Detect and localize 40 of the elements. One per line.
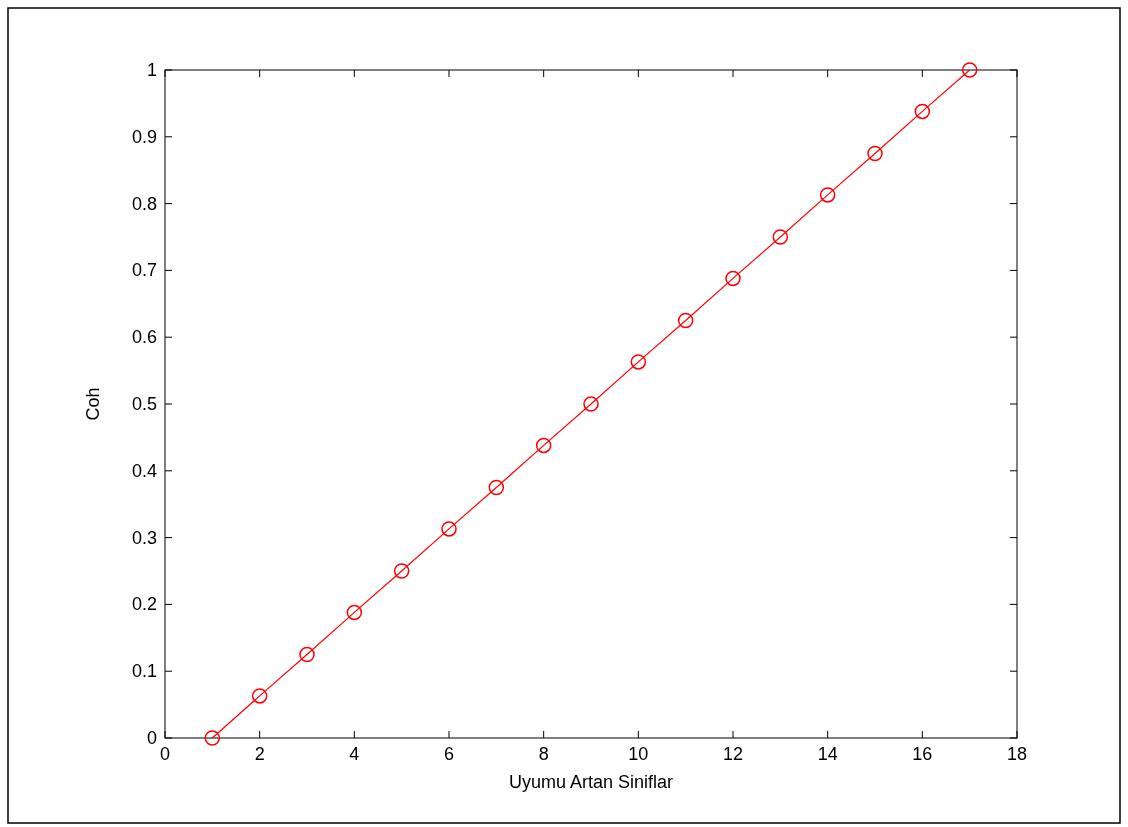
- point: [819, 187, 836, 203]
- y-tick-label: 0.8: [131, 193, 157, 214]
- y-tick-label: 0.1: [131, 661, 157, 682]
- point: [441, 521, 457, 537]
- y-tick-label: 0.9: [131, 126, 157, 147]
- point: [583, 396, 599, 412]
- x-tick-label: 2: [254, 744, 265, 764]
- x-tick-label: 16: [912, 744, 933, 764]
- point: [677, 312, 694, 329]
- point: [488, 479, 505, 496]
- point: [725, 270, 741, 287]
- point: [914, 103, 931, 120]
- point: [251, 688, 268, 704]
- point: [204, 730, 221, 746]
- x-tick-label: 8: [538, 744, 549, 764]
- y-tick-label: 0.4: [131, 460, 157, 481]
- point: [346, 604, 363, 621]
- y-tick-label: 0.5: [131, 394, 157, 414]
- x-axis-title: Uyumu Artan Siniflar: [508, 772, 674, 792]
- x-tick-label: 14: [817, 744, 838, 764]
- point: [630, 354, 647, 370]
- y-tick-label: 1: [146, 60, 157, 80]
- x-tick-label: 18: [1006, 744, 1028, 764]
- x-tick-label: 10: [628, 744, 649, 764]
- point: [867, 145, 883, 162]
- point: [535, 437, 552, 454]
- y-tick-label: 0.2: [131, 594, 157, 615]
- y-axis-title: Coh: [83, 387, 103, 421]
- point: [772, 229, 789, 245]
- x-tick-label: 4: [349, 744, 360, 764]
- y-tick-label: 0.6: [131, 327, 157, 348]
- point: [393, 563, 410, 579]
- point: [961, 62, 978, 78]
- x-tick-label: 0: [159, 744, 171, 764]
- y-tick-label: 0.3: [131, 527, 157, 548]
- y-tick-label: 0.7: [131, 260, 157, 281]
- x-tick-label: 12: [722, 744, 744, 764]
- point: [299, 646, 315, 663]
- y-tick-label: 0: [146, 728, 157, 748]
- x-tick-label: 6: [443, 744, 455, 764]
